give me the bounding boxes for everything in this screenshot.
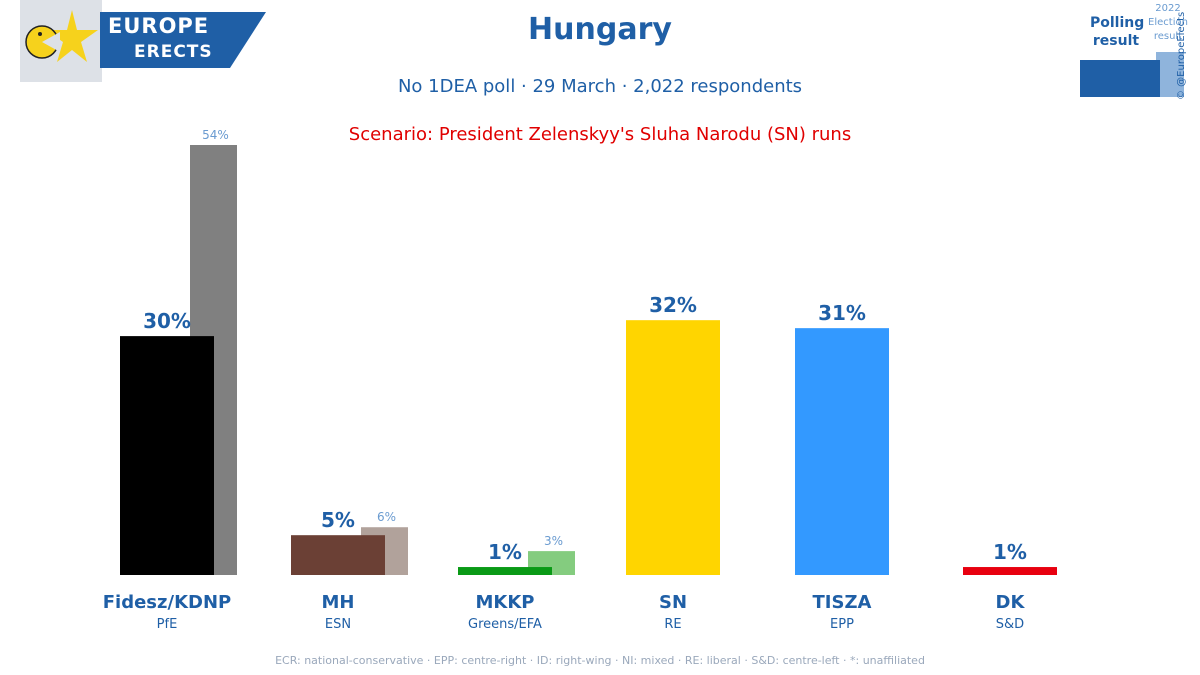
bar-poll-mh <box>291 535 385 575</box>
scenario-note: Scenario: President Zelenskyy's Sluha Na… <box>348 124 852 145</box>
group-label-fidesz-kdnp: PfE <box>157 617 178 632</box>
legend-election-swatch <box>1156 52 1184 97</box>
group-label-mh: ESN <box>325 617 351 632</box>
group-label-tisza: EPP <box>830 617 854 632</box>
legend-swatches <box>1080 52 1184 97</box>
pacman-star-icon <box>25 10 98 62</box>
footnote: ECR: national-conservative · EPP: centre… <box>275 654 925 667</box>
chart-subtitle: No 1DEA poll · 29 March · 2,022 responde… <box>397 76 803 97</box>
label-poll-dk: 1% <box>993 540 1027 564</box>
category-label-mh: MH <box>322 592 355 613</box>
bar-poll-fidesz-kdnp <box>120 336 214 575</box>
label-poll-mh: 5% <box>321 508 355 532</box>
logo-text-elects: ERECTS <box>134 42 213 62</box>
category-label-sn: SN <box>659 592 687 613</box>
label-election-mkkp: 3% <box>544 534 563 548</box>
logo-banner <box>100 12 266 68</box>
legend-polling-label: Polling result <box>1090 15 1145 49</box>
category-label-dk: DK <box>996 592 1026 613</box>
legend-polling-swatch <box>1080 60 1160 97</box>
label-poll-fidesz-kdnp: 30% <box>143 309 191 333</box>
bar-poll-mkkp <box>458 567 552 575</box>
category-label-mkkp: MKKP <box>475 592 534 613</box>
label-poll-sn: 32% <box>649 293 697 317</box>
group-label-sn: RE <box>664 617 681 632</box>
group-label-dk: S&D <box>996 617 1024 632</box>
group-label-mkkp: Greens/EFA <box>468 617 542 632</box>
label-poll-mkkp: 1% <box>488 540 522 564</box>
legend-election-label: 2022 Election result <box>1148 3 1188 42</box>
label-poll-tisza: 31% <box>818 301 866 325</box>
bar-poll-tisza <box>795 328 889 575</box>
label-election-mh: 6% <box>377 510 396 524</box>
category-label-tisza: TISZA <box>813 592 872 613</box>
label-election-fidesz-kdnp: 54% <box>202 128 229 142</box>
category-label-fidesz-kdnp: Fidesz/KDNP <box>103 592 231 613</box>
bar-poll-dk <box>963 567 1057 575</box>
chart-title: Hungary <box>528 12 672 47</box>
bar-poll-sn <box>626 320 720 575</box>
logo-text-europe: EUROPE <box>108 14 210 38</box>
logo-background <box>20 0 102 82</box>
